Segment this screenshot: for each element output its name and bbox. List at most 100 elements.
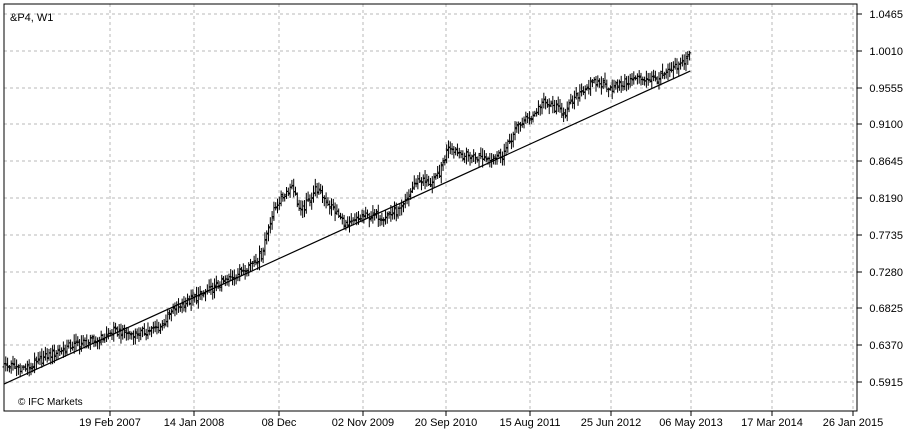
ohlc-bar (238, 264, 242, 282)
y-axis-label: 0.7735 (869, 230, 903, 242)
ohlc-bar (222, 276, 226, 285)
ohlc-bar (412, 175, 416, 190)
ohlc-bar (677, 61, 681, 76)
ohlc-bar (274, 202, 278, 211)
y-axis-label: 0.6370 (869, 340, 903, 352)
ohlc-bar (87, 339, 91, 349)
ohlc-bar (443, 155, 447, 166)
ohlc-bar (538, 104, 542, 116)
ohlc-bar (668, 62, 672, 78)
ohlc-bar (312, 185, 316, 203)
ohlc-bar (652, 69, 656, 82)
ohlc-bar (153, 320, 157, 333)
ohlc-bar (419, 177, 423, 191)
ohlc-bar (473, 152, 477, 164)
ohlc-bar (117, 324, 121, 339)
ohlc-bar (137, 327, 141, 342)
ohlc-bar (527, 111, 531, 125)
ohlc-bar (290, 179, 294, 190)
x-axis-label: 02 Nov 2009 (332, 417, 394, 429)
y-axis-label: 1.0465 (869, 9, 903, 21)
ohlc-bar (477, 152, 481, 168)
ohlc-bar (569, 93, 573, 105)
ohlc-bar (279, 190, 283, 207)
ohlc-bar (263, 232, 267, 256)
ohlc-bar (4, 356, 8, 372)
ohlc-bar (542, 92, 546, 109)
ohlc-bar (211, 282, 215, 300)
ohlc-bar (535, 108, 539, 117)
ohlc-bar (389, 204, 393, 222)
ohlc-bar (522, 116, 526, 129)
ohlc-bar (441, 157, 445, 171)
ohlc-bar (567, 99, 571, 113)
ohlc-bar (430, 176, 434, 194)
ohlc-bar (594, 76, 598, 92)
ohlc-bar (186, 293, 190, 307)
ohlc-bar (466, 148, 470, 162)
x-axis-label: 17 Mar 2014 (741, 417, 803, 429)
ohlc-bar (544, 96, 548, 110)
ohlc-bar (146, 322, 150, 340)
chart-frame (3, 3, 858, 412)
ohlc-bar (121, 325, 125, 340)
ohlc-bar (614, 80, 618, 90)
ohlc-bar (101, 333, 105, 343)
ohlc-bar (423, 170, 427, 190)
ohlc-bar (490, 153, 494, 168)
ohlc-bar (655, 76, 659, 85)
ohlc-bar (482, 150, 486, 161)
ohlc-bar (360, 209, 364, 223)
ohlc-bar (38, 351, 42, 366)
ohlc-bar (218, 281, 222, 292)
ohlc-bar (189, 289, 193, 311)
ohlc-bar (659, 70, 663, 86)
ohlc-bar (680, 54, 684, 67)
ohlc-bar (450, 143, 454, 156)
x-axis-label: 19 Feb 2007 (79, 417, 141, 429)
x-axis-label: 25 Jun 2012 (581, 417, 642, 429)
ohlc-bar (547, 98, 551, 115)
ohlc-bar (132, 330, 136, 345)
ohlc-bar (94, 336, 98, 347)
ohlc-bar (369, 211, 373, 222)
ohlc-bar (346, 216, 350, 229)
ohlc-bar (200, 290, 204, 301)
ohlc-bar (437, 164, 441, 178)
ohlc-bar (439, 161, 443, 184)
ohlc-bar (268, 217, 272, 234)
ohlc-bar (61, 341, 65, 358)
ohlc-bar (193, 293, 197, 303)
ohlc-bar (464, 147, 468, 165)
ohlc-bar (362, 210, 366, 224)
ohlc-bar (258, 245, 262, 271)
ohlc-bar (470, 154, 474, 164)
ohlc-bar (202, 290, 206, 298)
ohlc-bar (589, 77, 593, 96)
ohlc-bar (545, 99, 549, 108)
ohlc-bar (374, 209, 378, 219)
ohlc-bar (391, 206, 395, 220)
ohlc-bar (148, 326, 152, 336)
ohlc-bar (171, 303, 175, 314)
ohlc-bar (578, 84, 582, 102)
ohlc-bar (198, 285, 202, 300)
ohlc-bar (337, 208, 341, 219)
ohlc-bar (240, 266, 244, 276)
ohlc-bar (454, 147, 458, 156)
ohlc-bar (675, 58, 679, 74)
ohlc-bar (303, 200, 307, 218)
y-axis-label: 0.7280 (869, 267, 903, 279)
ohlc-bar (484, 153, 488, 163)
y-axis-label: 0.8190 (869, 193, 903, 205)
ohlc-bar (664, 68, 668, 79)
ohlc-bar (34, 356, 38, 370)
ohlc-bar (114, 322, 118, 334)
ohlc-bar (562, 107, 566, 123)
ohlc-bar (373, 209, 377, 221)
ohlc-bar (684, 51, 688, 72)
ohlc-bar (688, 50, 692, 61)
ohlc-bar (267, 224, 271, 242)
ohlc-bar (468, 151, 472, 166)
